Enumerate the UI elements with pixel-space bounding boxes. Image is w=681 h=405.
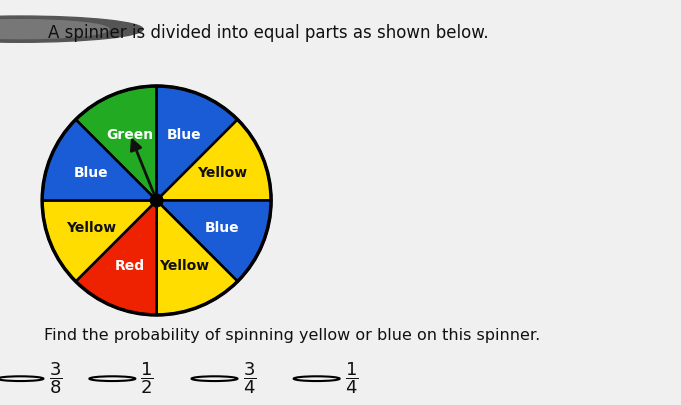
Text: $\dfrac{3}{4}$: $\dfrac{3}{4}$ [242,361,256,396]
Wedge shape [42,200,157,281]
Wedge shape [157,86,238,200]
Text: Red: Red [114,259,144,273]
Text: Green: Green [106,128,153,142]
Text: Yellow: Yellow [197,166,247,180]
Text: Yellow: Yellow [66,221,116,234]
Text: $\dfrac{1}{4}$: $\dfrac{1}{4}$ [345,361,358,396]
Text: A spinner is divided into equal parts as shown below.: A spinner is divided into equal parts as… [48,24,488,42]
Circle shape [0,20,109,38]
Circle shape [0,16,143,42]
Text: Yellow: Yellow [159,259,209,273]
Wedge shape [157,119,271,200]
Wedge shape [157,200,238,315]
Text: Blue: Blue [205,221,240,234]
Wedge shape [157,200,271,281]
Circle shape [151,194,163,207]
Text: $\dfrac{1}{2}$: $\dfrac{1}{2}$ [140,361,154,396]
Text: Find the probability of spinning yellow or blue on this spinner.: Find the probability of spinning yellow … [44,328,541,343]
Text: Blue: Blue [74,166,108,180]
Wedge shape [76,86,157,200]
Wedge shape [42,119,157,200]
Wedge shape [76,200,157,315]
Text: $\dfrac{3}{8}$: $\dfrac{3}{8}$ [48,361,62,396]
Text: Blue: Blue [166,128,201,142]
